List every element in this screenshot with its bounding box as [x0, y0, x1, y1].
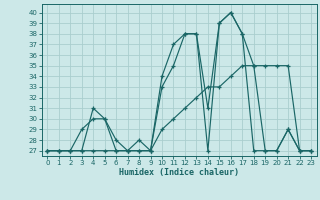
X-axis label: Humidex (Indice chaleur): Humidex (Indice chaleur) [119, 168, 239, 177]
